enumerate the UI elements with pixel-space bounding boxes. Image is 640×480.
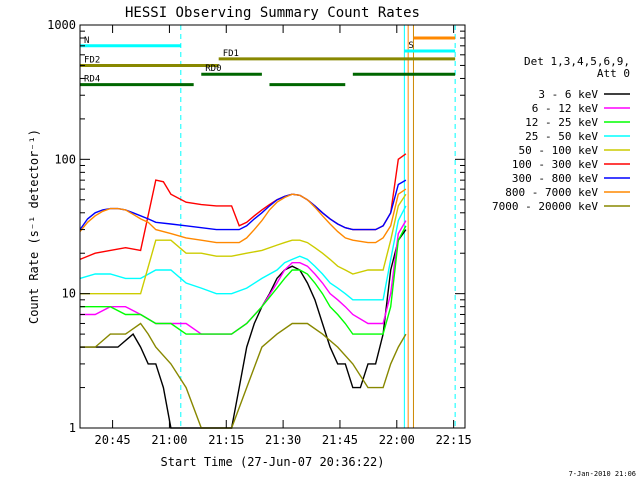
legend-entry-3: 25 - 50 keV — [525, 130, 598, 143]
series-line-8 — [80, 322, 407, 429]
chart-title: HESSI Observing Summary Count Rates — [125, 5, 420, 21]
x-tick-label-6: 22:15 — [436, 433, 472, 447]
legend-entry-2: 12 - 25 keV — [525, 116, 598, 129]
legend-entry-4: 50 - 100 keV — [519, 144, 599, 157]
annotation-label-0: N — [84, 36, 89, 46]
y-tick-label-0: 1 — [69, 421, 76, 435]
legend-entry-5: 100 - 300 keV — [512, 158, 598, 171]
series-line-1 — [80, 220, 407, 335]
x-tick-label-3: 21:30 — [265, 433, 301, 447]
annotation-layer: N S FD1 FD2 RD0 RD4 — [79, 25, 456, 428]
x-tick-label-1: 21:00 — [151, 433, 187, 447]
legend-entry-1: 6 - 12 keV — [532, 102, 599, 115]
footer-timestamp: 7-Jan-2010 21:06 — [569, 470, 636, 478]
x-tick-label-5: 22:00 — [379, 433, 415, 447]
x-tick-label-2: 21:15 — [208, 433, 244, 447]
x-ticks: 20:45 21:00 21:15 21:30 21:45 22:00 22:15 — [95, 25, 472, 447]
legend-entry-6: 300 - 800 keV — [512, 172, 598, 185]
series-line-6 — [79, 179, 407, 231]
annotation-label-1: S — [408, 41, 413, 51]
y-tick-label-2: 100 — [54, 152, 76, 166]
annotation-label-5: RD0 — [205, 64, 221, 74]
legend-header-0: Det 1,3,4,5,6,9, — [524, 55, 630, 68]
annotation-label-6: RD4 — [84, 75, 100, 85]
series-layer — [79, 153, 407, 429]
legend-entry-0: 3 - 6 keV — [538, 88, 598, 101]
y-ticks: 1 10 100 1000 — [47, 18, 465, 435]
y-tick-label-1: 10 — [62, 287, 76, 301]
x-axis-label: Start Time (27-Jun-07 20:36:22) — [161, 455, 385, 469]
x-tick-label-4: 21:45 — [322, 433, 358, 447]
y-axis-label: Count Rate (s⁻¹ detector⁻¹) — [27, 129, 41, 324]
legend-entry-7: 800 - 7000 keV — [505, 186, 598, 199]
y-tick-label-3: 1000 — [47, 18, 76, 32]
series-line-5 — [79, 153, 407, 261]
plot-frame — [79, 24, 466, 429]
legend-header-1: Att 0 — [597, 67, 630, 80]
series-line-2 — [80, 225, 407, 335]
annotation-label-3: FD1 — [223, 49, 239, 59]
x-tick-label-0: 20:45 — [95, 433, 131, 447]
series-line-4 — [80, 193, 407, 295]
series-line-7 — [79, 188, 407, 244]
legend-entry-8: 7000 - 20000 keV — [492, 200, 598, 213]
annotation-label-4: FD2 — [84, 55, 100, 65]
series-line-3 — [79, 205, 407, 301]
